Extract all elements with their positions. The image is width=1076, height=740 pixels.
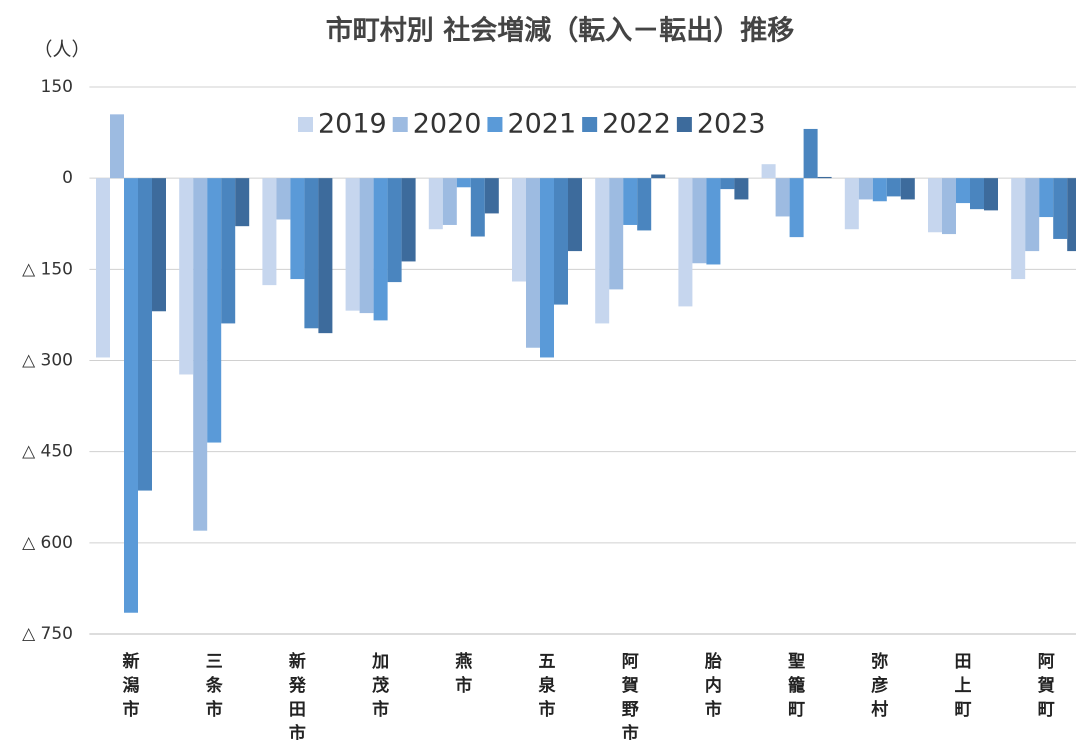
y-tick-label: △ 600 — [22, 533, 73, 553]
bar — [609, 178, 624, 290]
chart-title: 市町村別 社会増減（転入－転出）推移 — [326, 15, 794, 47]
bar — [886, 178, 901, 197]
bar — [138, 178, 152, 491]
legend-label: 2019 — [318, 109, 387, 140]
bar — [359, 178, 374, 314]
bar — [734, 178, 749, 200]
bar — [540, 178, 554, 358]
bar — [775, 178, 790, 217]
x-tick-label: 燕市 — [455, 651, 472, 696]
x-tick-label: 田上町 — [955, 652, 972, 720]
bar — [858, 178, 873, 200]
bar — [470, 178, 485, 237]
bar — [637, 178, 652, 231]
bar — [817, 176, 832, 179]
legend-swatch — [392, 117, 408, 132]
y-tick-label: 0 — [62, 168, 73, 188]
bar — [318, 178, 333, 334]
bar — [512, 178, 526, 282]
bar — [401, 178, 416, 262]
x-tick-label: 加茂市 — [371, 652, 389, 720]
y-tick-label: △ 300 — [22, 351, 73, 371]
x-tick-label: 新発田市 — [288, 651, 307, 740]
bar — [970, 178, 984, 210]
bar — [1067, 178, 1076, 252]
x-tick-label: 五泉市 — [538, 652, 557, 720]
bar — [900, 178, 915, 200]
x-tick-label: 三条市 — [205, 652, 224, 720]
bar — [373, 178, 388, 321]
bar — [1025, 178, 1040, 252]
grid — [89, 86, 1076, 635]
bar — [706, 178, 721, 265]
bar — [276, 178, 291, 220]
bar — [456, 178, 471, 188]
bar — [221, 178, 236, 324]
bar — [956, 178, 970, 204]
bar — [387, 178, 402, 283]
bar — [290, 178, 305, 280]
bar — [692, 178, 707, 264]
bar — [428, 178, 443, 230]
bar — [124, 178, 138, 613]
bar — [179, 178, 194, 375]
bar — [761, 164, 776, 179]
bar — [720, 178, 735, 190]
legend-swatch — [487, 117, 503, 132]
legend-swatch — [676, 117, 692, 132]
legend-label: 2020 — [413, 109, 482, 140]
x-tick-label: 新潟市 — [123, 651, 140, 720]
bar — [872, 178, 887, 202]
x-tick-label: 阿賀野市 — [621, 652, 639, 740]
y-tick-label: △ 150 — [22, 259, 73, 279]
bar — [526, 178, 540, 348]
bar — [235, 178, 250, 227]
bar — [568, 178, 582, 252]
bar — [442, 178, 457, 225]
legend-swatch — [298, 117, 313, 132]
bar — [345, 178, 360, 311]
bar — [1039, 178, 1054, 218]
y-tick-label: △ 450 — [22, 442, 73, 462]
x-tick-label: 胎内市 — [705, 651, 722, 720]
bar — [844, 178, 859, 230]
bar — [984, 178, 998, 211]
bar — [595, 178, 610, 324]
legend-label: 2022 — [602, 109, 671, 140]
bar — [193, 178, 208, 531]
bar — [623, 178, 638, 225]
bar — [789, 178, 804, 238]
bar — [1011, 178, 1026, 280]
bar — [304, 178, 319, 329]
y-axis-label: （人） — [33, 39, 90, 61]
labels: △ 750 △ 600 △ 450 △ 300 △ 150 0 150 新潟市 三条市 新発田市 加… — [22, 77, 1055, 740]
bar — [942, 178, 956, 235]
x-tick-label: 聖籠町 — [788, 652, 805, 720]
bar — [554, 178, 568, 305]
bar — [262, 178, 277, 286]
bar — [152, 178, 166, 312]
legend-swatch — [582, 117, 598, 132]
bar — [1053, 178, 1068, 239]
bar — [651, 174, 666, 179]
x-tick-label: 弥彦村 — [871, 651, 888, 720]
y-tick-label: 150 — [41, 77, 73, 97]
bar — [803, 128, 818, 179]
bar — [678, 178, 693, 307]
bars — [96, 114, 1076, 613]
x-tick-label: 阿賀町 — [1037, 652, 1055, 720]
legend-label: 2023 — [697, 109, 766, 140]
y-tick-label: △ 750 — [22, 624, 73, 644]
bar — [110, 114, 124, 179]
bar — [207, 178, 222, 443]
bar — [96, 178, 110, 358]
bar — [484, 178, 499, 214]
legend-label: 2021 — [507, 109, 576, 140]
bar — [928, 178, 942, 233]
